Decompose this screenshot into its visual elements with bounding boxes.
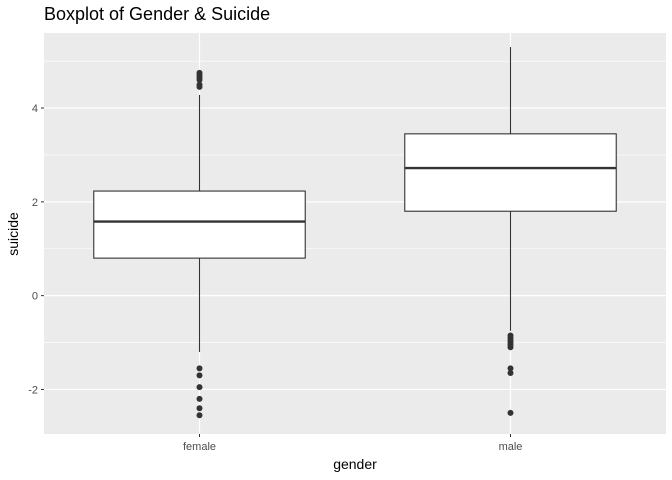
outlier-point [196,395,203,402]
y-axis: -2 0 2 4 [28,103,44,396]
y-tick-label: -2 [28,384,38,396]
y-axis-title: suicide [5,212,21,256]
x-tick-label: male [499,441,523,453]
outlier-point [507,370,514,377]
y-tick-label: 2 [32,197,38,209]
y-tick-label: 4 [32,103,38,115]
box-male [404,47,617,416]
y-tick-label: 0 [32,291,38,303]
outlier-point [196,76,203,83]
outlier-point [196,83,203,90]
chart-title: Boxplot of Gender & Suicide [44,4,271,24]
x-axis: female male [183,434,522,453]
outlier-point [196,412,203,419]
outlier-point [507,409,514,416]
outlier-point [507,365,514,372]
iqr-box [404,133,617,212]
outlier-point [196,405,203,412]
outlier-point [507,344,514,351]
box-female [93,69,306,419]
boxes [93,47,617,419]
outlier-point [196,365,203,372]
outlier-point [196,384,203,391]
iqr-box [93,190,306,259]
x-tick-label: female [183,441,216,453]
outlier-point [196,372,203,379]
x-axis-title: gender [333,456,377,472]
